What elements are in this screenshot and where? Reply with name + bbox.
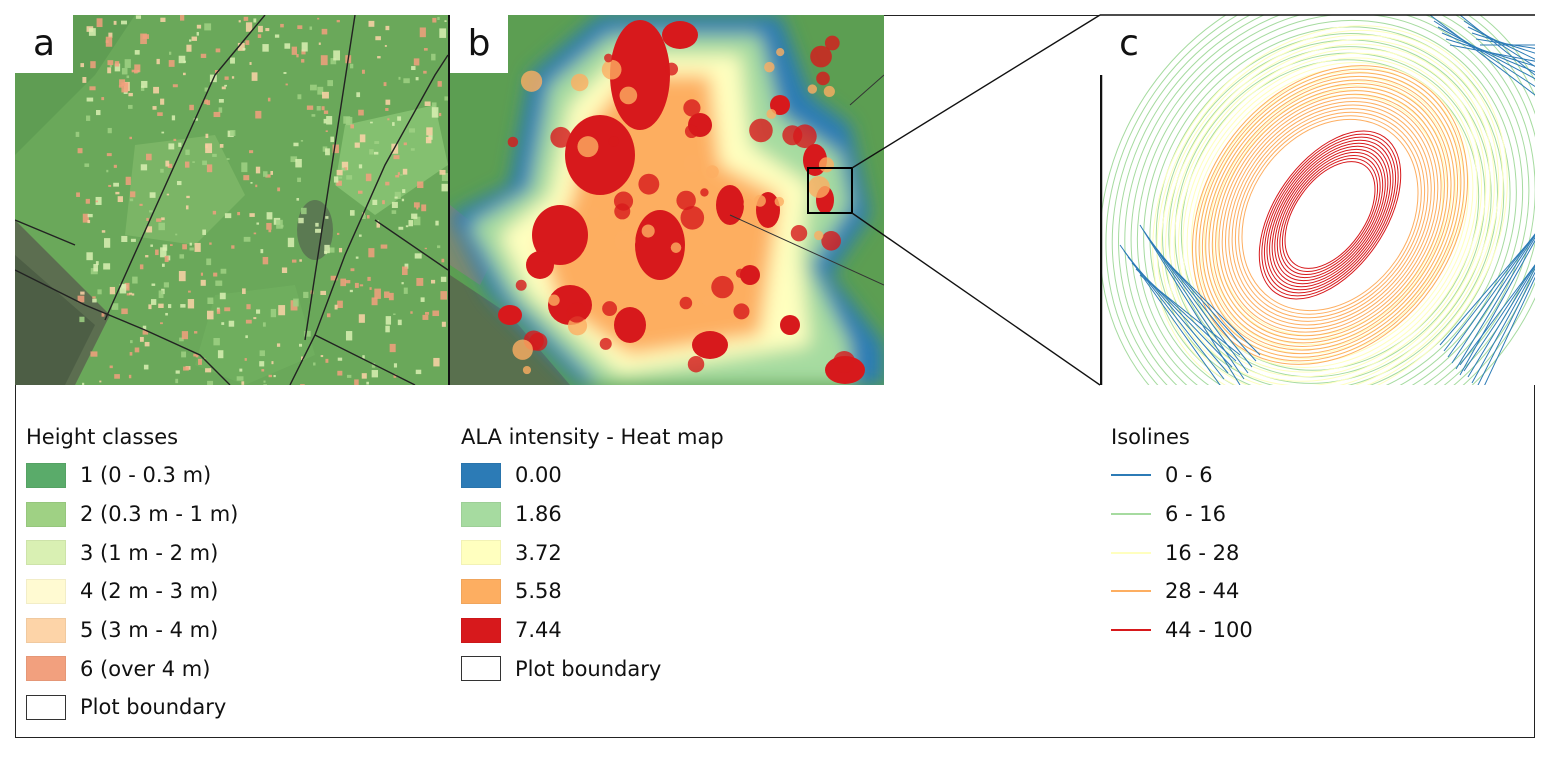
legend-item-label: 0.00 (515, 463, 562, 488)
plot-boundary-swatch (26, 694, 66, 720)
legend-item-label: Plot boundary (80, 695, 227, 720)
legend-item-label: 28 - 44 (1165, 579, 1240, 604)
height-class-map (15, 15, 448, 385)
color-swatch (461, 501, 501, 527)
legend-item-label: 0 - 6 (1165, 463, 1213, 488)
color-swatch (26, 462, 66, 488)
panel-divider (448, 15, 451, 385)
legend-item: 6 - 16 (1111, 495, 1253, 534)
legend-item-label: 2 (0.3 m - 1 m) (80, 502, 239, 527)
color-swatch (26, 540, 66, 566)
color-swatch (461, 617, 501, 643)
legend-item: 3 (1 m - 2 m) (26, 533, 238, 572)
isoline-swatch (1111, 590, 1151, 593)
legend-item: Plot boundary (461, 649, 724, 688)
isoline-swatch (1111, 629, 1151, 632)
isoline-panel-c: c (1100, 15, 1535, 385)
legend-item: 16 - 28 (1111, 533, 1253, 572)
legend-isolines-title: Isolines (1111, 425, 1190, 449)
legend-item: 28 - 44 (1111, 572, 1253, 611)
color-swatch (26, 617, 66, 643)
height-speckles (75, 15, 448, 385)
color-swatch (461, 462, 501, 488)
map-panel-a: a (15, 15, 448, 385)
color-swatch (26, 501, 66, 527)
legend-item: 0.00 (461, 456, 724, 495)
legend-item-label: 5.58 (515, 579, 562, 604)
ala-heat-map (450, 15, 884, 385)
color-swatch (461, 540, 501, 566)
legend-item-label: 16 - 28 (1165, 540, 1240, 565)
legend-item: 6 (over 4 m) (26, 649, 238, 688)
legend-item: 5 (3 m - 4 m) (26, 611, 238, 650)
legend-item-label: 4 (2 m - 3 m) (80, 579, 219, 604)
isoline-swatch (1111, 513, 1151, 516)
panel-letter-c: c (1100, 15, 1158, 73)
zoom-extent-box (807, 167, 853, 214)
plot-boundary-swatch (461, 656, 501, 682)
legend-item: 3.72 (461, 533, 724, 572)
color-swatch (26, 656, 66, 682)
isoline-map (1100, 15, 1535, 385)
panel-letter-b: b (450, 15, 508, 73)
legend-item: 5.58 (461, 572, 724, 611)
legend-item: 44 - 100 (1111, 611, 1253, 650)
legend-item: 0 - 6 (1111, 456, 1253, 495)
legend-item: 7.44 (461, 611, 724, 650)
legend-item-label: 3 (1 m - 2 m) (80, 540, 219, 565)
legend-height-classes: Height classes 1 (0 - 0.3 m) 2 (0.3 m - 1… (26, 422, 238, 727)
legend-item: 2 (0.3 m - 1 m) (26, 495, 238, 534)
legend-isolines: Isolines 0 - 6 6 - 16 16 - 28 28 - 44 44 - 1… (1111, 422, 1253, 649)
legend-item: 1.86 (461, 495, 724, 534)
legend-item-label: 5 (3 m - 4 m) (80, 618, 219, 643)
legend-item-label: 1.86 (515, 502, 562, 527)
color-swatch (26, 578, 66, 604)
legend-item: 4 (2 m - 3 m) (26, 572, 238, 611)
panel-letter-a: a (15, 15, 73, 73)
legend-item-label: 1 (0 - 0.3 m) (80, 463, 212, 488)
color-swatch (461, 578, 501, 604)
isoline-set (1100, 15, 1535, 385)
legend-item: 1 (0 - 0.3 m) (26, 456, 238, 495)
legend-heat-map: ALA intensity - Heat map 0.00 1.86 3.72 5.5… (461, 422, 724, 688)
isoline-swatch (1111, 551, 1151, 554)
legend-item-label: 7.44 (515, 618, 562, 643)
legend-height-title: Height classes (26, 425, 179, 449)
legend-item-label: 6 (over 4 m) (80, 656, 211, 681)
legend-heat-title: ALA intensity - Heat map (461, 425, 724, 449)
map-panel-b: b (450, 15, 884, 385)
legend-item-label: Plot boundary (515, 656, 662, 681)
legend-item: Plot boundary (26, 688, 238, 727)
legend-item-label: 6 - 16 (1165, 502, 1227, 527)
legend-item-label: 44 - 100 (1165, 618, 1253, 643)
legend-item-label: 3.72 (515, 540, 562, 565)
isoline-swatch (1111, 474, 1151, 477)
